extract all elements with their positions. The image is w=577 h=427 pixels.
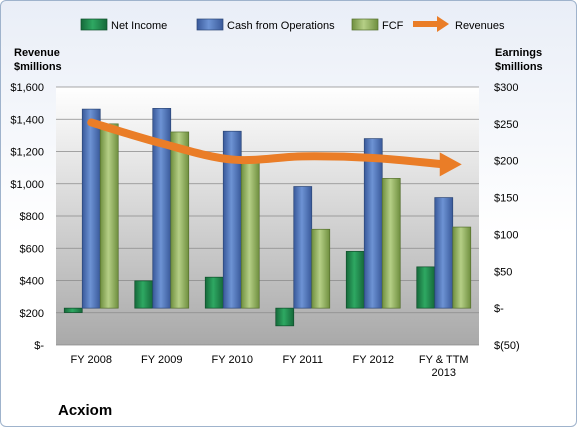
right-tick-label: $300 [494,82,518,94]
bar-net-income [275,307,295,327]
right-axis-label: Earnings $millions [495,47,545,73]
left-tick-label: $200 [20,308,44,320]
bar-cash-from-operations [363,138,383,309]
right-axis-ticks: $(50) $- $50 $100 $150 $200 $250 $300 [494,82,520,352]
bar-cash-from-operations [434,197,454,309]
legend-swatch-cash-from-operations [196,18,224,31]
left-tick-label: $1,000 [10,179,44,191]
left-tick-label: $800 [20,211,44,223]
left-axis-label: Revenue $millions [14,47,63,73]
bar-net-income [345,251,365,309]
left-tick-label: $400 [20,276,44,288]
legend-label-cash-from-operations: Cash from Operations [227,20,335,32]
chart-title: Acxiom [58,402,112,419]
right-tick-label: $100 [494,229,518,241]
legend-arrow-revenues [437,16,449,32]
legend-label-net-income: Net Income [111,20,167,32]
left-tick-label: $600 [20,243,44,255]
category-label: FY 2008 [71,354,112,366]
left-tick-label: $- [34,340,44,352]
gridlines [56,86,479,346]
left-axis-label-line-1: Revenue [14,47,60,59]
left-tick-label: $1,400 [10,114,44,126]
left-axis-label-line-2: $millions [14,61,62,73]
right-tick-label: $250 [494,119,518,131]
left-tick-label: $1,200 [10,147,44,159]
left-axis-ticks: $- $200 $400 $600 $800 $1,000 $1,200 $1,400 $1,6… [10,82,44,352]
legend-swatch-net-income [80,18,108,31]
bar-net-income [63,307,83,313]
category-label: FY 2009 [141,354,182,366]
right-tick-label: $200 [494,156,518,168]
category-label: FY 2011 [282,354,323,366]
bar-cash-from-operations [293,186,313,309]
left-tick-label: $1,600 [10,82,44,94]
revenue-line [87,118,462,177]
bars [63,108,472,327]
bar-fcf [381,178,401,309]
legend-label-revenues: Revenues [455,20,505,32]
category-label: FY & TTM 2013 [419,354,469,379]
bar-fcf [452,226,472,309]
bar-fcf [240,160,260,309]
legend-label-fcf: FCF [382,20,404,32]
bar-fcf [170,131,190,309]
right-tick-label: $- [494,303,504,315]
right-tick-label: $50 [494,266,512,278]
legend-swatch-fcf [351,18,379,31]
category-label: FY 2012 [353,354,394,366]
right-axis-label-line-2: $millions [495,61,543,73]
category-label: FY 2010 [212,354,253,366]
bar-fcf [311,228,331,309]
right-axis-label-line-1: Earnings [495,47,542,59]
right-tick-label: $150 [494,193,518,205]
legend: Net Income Cash from Operations FCF Revenue… [80,16,505,32]
right-tick-label: $(50) [494,340,520,352]
bar-net-income [134,280,154,309]
bar-net-income [416,266,436,309]
bar-cash-from-operations [81,108,101,309]
bar-fcf [99,123,119,309]
bar-net-income [204,276,224,309]
category-labels: FY 2008 FY 2009 FY 2010 FY 2011 FY 2012 FY & … [71,354,469,379]
revenue-arrowhead [439,152,462,177]
revenue-line-path [87,118,448,169]
